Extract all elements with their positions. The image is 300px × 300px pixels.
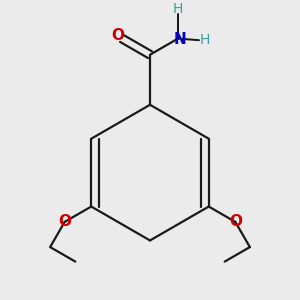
Text: H: H xyxy=(173,2,183,16)
Text: O: O xyxy=(229,214,242,230)
Text: N: N xyxy=(173,32,186,47)
Text: O: O xyxy=(58,214,71,230)
Text: H: H xyxy=(200,33,210,47)
Text: O: O xyxy=(112,28,124,44)
